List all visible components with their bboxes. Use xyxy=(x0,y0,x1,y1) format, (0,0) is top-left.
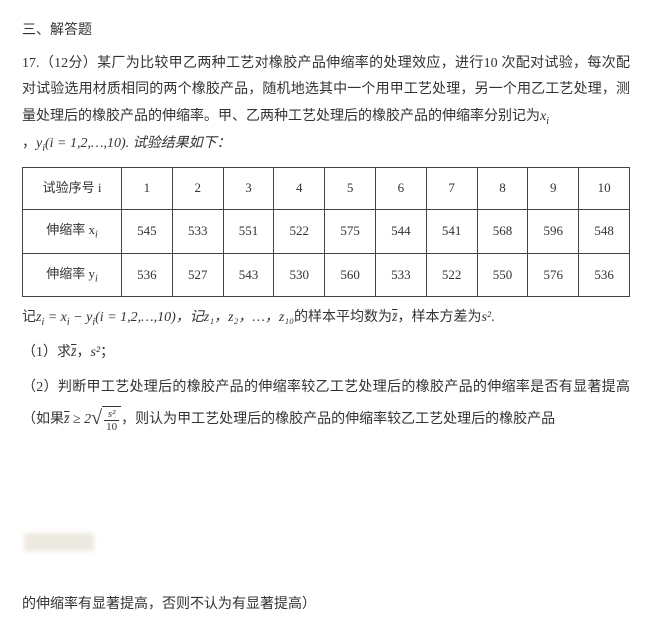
col-9: 9 xyxy=(528,168,579,210)
row-label-y-text: 伸缩率 y xyxy=(46,266,95,281)
table-row-y: 伸缩率 yi 536 527 543 530 560 533 522 550 5… xyxy=(23,253,630,297)
sqrt-sign: √ xyxy=(91,399,102,437)
y-7: 522 xyxy=(426,253,477,297)
sqrt-expr: √s²10 xyxy=(91,401,121,439)
x-10: 548 xyxy=(579,210,630,254)
frac-den: 10 xyxy=(104,421,119,433)
fraction: s²10 xyxy=(104,408,119,433)
eq-xi: = x xyxy=(44,310,67,325)
x-4: 522 xyxy=(274,210,325,254)
bottom-continuation: 的伸缩率有显著提高，否则不认为有显著提高） xyxy=(22,592,630,619)
question-1: （1）求z̄，s²； xyxy=(22,340,630,367)
q2-ge: ≥ 2 xyxy=(69,412,91,427)
row-label-y-sub: i xyxy=(95,273,98,284)
x-6: 544 xyxy=(375,210,426,254)
x-3: 551 xyxy=(223,210,274,254)
y-5: 560 xyxy=(325,253,376,297)
y-6: 533 xyxy=(375,253,426,297)
problem-body: 17.（12分）某厂为比较甲乙两种工艺对橡胶产品伸缩率的处理效应，进行10 次配… xyxy=(22,51,630,131)
z-definition-line: 记zi = xi − yi(i = 1,2,…,10)，记z₁，z₂，…，z₁₀… xyxy=(22,305,630,332)
row-label-x-sub: i xyxy=(95,230,98,241)
y-9: 576 xyxy=(528,253,579,297)
intro-part-1: 某厂为比较甲乙两种工艺对橡胶产品伸缩率的处理效应，进行10 次配对试验，每次配对… xyxy=(22,56,630,124)
problem-number: 17.（12分） xyxy=(22,56,97,71)
x-8: 568 xyxy=(477,210,528,254)
x-7: 541 xyxy=(426,210,477,254)
y-8: 550 xyxy=(477,253,528,297)
col-7: 7 xyxy=(426,168,477,210)
sep-comma: ， xyxy=(22,136,36,151)
y-2: 527 xyxy=(172,253,223,297)
question-2: （2）判断甲工艺处理后的橡胶产品的伸缩率较乙工艺处理后的橡胶产品的伸缩率是否有显… xyxy=(22,375,630,440)
col-6: 6 xyxy=(375,168,426,210)
period: . xyxy=(491,310,495,325)
col-1: 1 xyxy=(122,168,173,210)
eq-minus-yi: − y xyxy=(70,310,93,325)
col-2: 2 xyxy=(172,168,223,210)
table-row-x: 伸缩率 xi 545 533 551 522 575 544 541 568 5… xyxy=(23,210,630,254)
sqrt-body: s²10 xyxy=(102,406,121,434)
x-1: 545 xyxy=(122,210,173,254)
x-5: 575 xyxy=(325,210,376,254)
table-row-header: 试验序号 i 1 2 3 4 5 6 7 8 9 10 xyxy=(23,168,630,210)
aft-3: ，样本方差为 xyxy=(397,310,481,325)
bottom-text: 的伸缩率有显著提高，否则不认为有显著提高） xyxy=(22,597,316,612)
problem-body-line2: ，yi(i = 1,2,…,10). 试验结果如下： xyxy=(22,131,630,158)
intro-range: (i = 1,2,…,10). 试验结果如下： xyxy=(45,136,231,151)
section-heading: 三、解答题 xyxy=(22,18,630,45)
col-8: 8 xyxy=(477,168,528,210)
aft-2: 的样本平均数为 xyxy=(294,310,392,325)
blur-box xyxy=(24,533,94,551)
y-4: 530 xyxy=(274,253,325,297)
row-label-trial: 试验序号 i xyxy=(23,168,122,210)
aft-1: 记 xyxy=(22,310,36,325)
q1-label: （1）求 xyxy=(22,345,71,360)
y-3: 543 xyxy=(223,253,274,297)
s2: s² xyxy=(481,310,491,325)
row-label-y: 伸缩率 yi xyxy=(23,253,122,297)
vertical-gap xyxy=(22,439,630,529)
col-3: 3 xyxy=(223,168,274,210)
row-label-trial-text: 试验序号 i xyxy=(43,180,102,195)
q2-text-2: ，则认为甲工艺处理后的橡胶产品的伸缩率较乙工艺处理后的橡胶产品 xyxy=(121,412,555,427)
y-10: 536 xyxy=(579,253,630,297)
range-2: (i = 1,2,…,10)，记 xyxy=(95,310,204,325)
z-list: z₁，z₂，…，z₁₀ xyxy=(204,310,294,325)
frac-num: s² xyxy=(104,408,119,421)
blur-artifact xyxy=(22,529,630,562)
q1-s2: s² xyxy=(90,345,100,360)
data-table: 试验序号 i 1 2 3 4 5 6 7 8 9 10 伸缩率 xi 545 5… xyxy=(22,167,630,297)
col-10: 10 xyxy=(579,168,630,210)
y-1: 536 xyxy=(122,253,173,297)
q1-sep: ， xyxy=(76,345,90,360)
x-9: 596 xyxy=(528,210,579,254)
var-xi-sub: i xyxy=(546,116,549,127)
x-2: 533 xyxy=(172,210,223,254)
q1-end: ； xyxy=(100,345,114,360)
col-5: 5 xyxy=(325,168,376,210)
row-label-x-text: 伸缩率 x xyxy=(46,222,95,237)
row-label-x: 伸缩率 xi xyxy=(23,210,122,254)
col-4: 4 xyxy=(274,168,325,210)
